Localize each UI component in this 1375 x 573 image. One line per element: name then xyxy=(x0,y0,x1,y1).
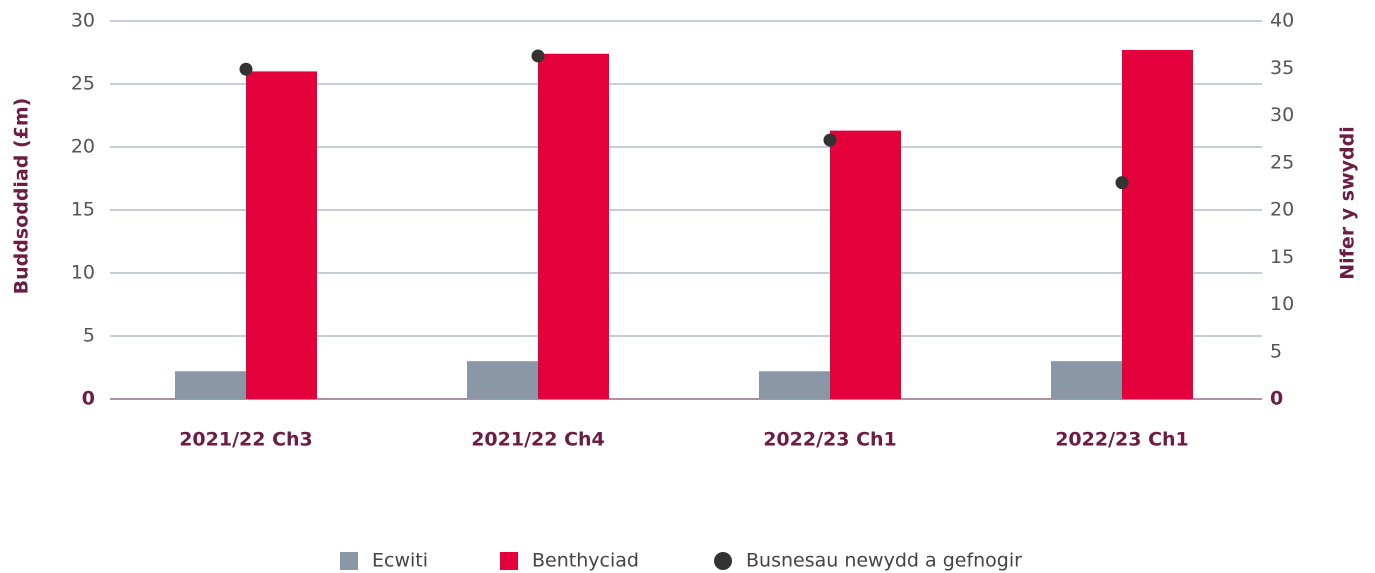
legend-label: Benthyciad xyxy=(532,550,639,572)
x-tick-label: 2021/22 Ch4 xyxy=(471,429,605,451)
y2-tick-label: 25 xyxy=(1270,151,1294,173)
y2-tick-label: 15 xyxy=(1270,246,1294,268)
y-tick-label: 5 xyxy=(83,325,95,347)
dot xyxy=(239,62,253,76)
x-tick-label: 2021/22 Ch3 xyxy=(179,429,313,451)
y2-tick-label: 35 xyxy=(1270,57,1294,79)
y-tick-label: 25 xyxy=(71,73,95,95)
dot xyxy=(1115,176,1129,190)
bar xyxy=(830,130,901,399)
y2-tick-label: 40 xyxy=(1270,10,1294,32)
legend-marker xyxy=(500,552,518,570)
y-tick-label: 15 xyxy=(71,199,95,221)
bar xyxy=(246,71,317,400)
y2-tick-label: 20 xyxy=(1270,199,1294,221)
y2-axis-label: Nifer y swyddi xyxy=(1337,126,1359,280)
bar xyxy=(538,53,609,399)
x-tick-label: 2022/23 Ch1 xyxy=(1055,429,1189,451)
y-tick-label: 10 xyxy=(71,262,95,284)
legend-marker xyxy=(340,552,358,570)
bar xyxy=(175,371,246,399)
y2-tick-label: 10 xyxy=(1270,293,1294,315)
y2-tick-label: 5 xyxy=(1270,340,1282,362)
x-tick-label: 2022/23 Ch1 xyxy=(763,429,897,451)
y-tick-label: 20 xyxy=(71,136,95,158)
legend-label: Busnesau newydd a gefnogir xyxy=(746,550,1022,572)
y2-tick-label: 30 xyxy=(1270,104,1294,126)
bar xyxy=(1122,49,1193,399)
y-tick-label: 30 xyxy=(71,10,95,32)
dot xyxy=(531,49,545,63)
bar xyxy=(467,361,538,399)
y-tick-label: 0 xyxy=(82,388,95,410)
legend-label: Ecwiti xyxy=(372,550,428,572)
dot xyxy=(823,133,837,147)
legend-marker xyxy=(714,552,732,570)
y-axis-label: Buddsoddiad (£m) xyxy=(11,98,33,295)
y2-tick-label: 0 xyxy=(1270,388,1283,410)
bar xyxy=(759,371,830,399)
bar xyxy=(1051,361,1122,399)
